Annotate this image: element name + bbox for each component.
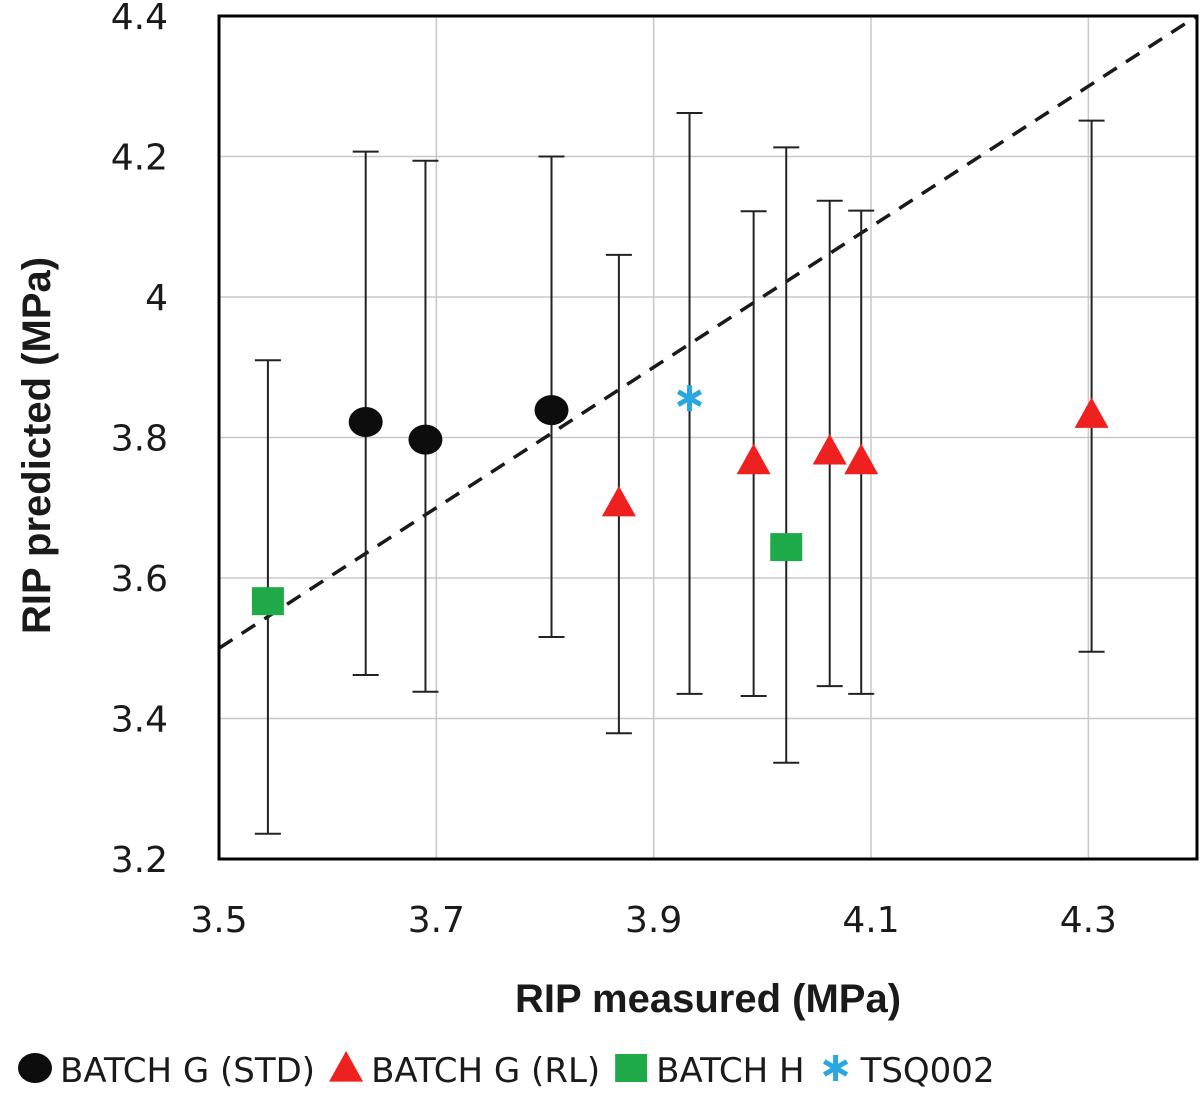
y-axis-title: RIP predicted (MPa)	[15, 257, 59, 634]
y-tick-label: 3.6	[111, 559, 168, 600]
error-bars-group	[254, 111, 1105, 835]
y-axis-ticks: 3.2 3.4 3.6 3.8 4 4.2 4.4	[111, 0, 168, 881]
data-point-batch-g-rl	[812, 433, 847, 465]
y-tick-label: 3.2	[111, 840, 168, 881]
data-point-batch-h	[251, 587, 284, 616]
x-axis-title: RIP measured (MPa)	[515, 977, 901, 1021]
y-tick-label: 4.2	[111, 138, 168, 179]
data-point-batch-g-rl	[601, 485, 636, 517]
x-tick-label: 3.5	[190, 900, 247, 941]
y-tick-label: 4.4	[111, 0, 168, 38]
data-point-tsq002	[676, 385, 703, 412]
legend-label-batch-g-rl: BATCH G (RL)	[371, 1051, 600, 1091]
data-point-batch-g-rl	[736, 443, 771, 475]
y-tick-label: 4	[145, 278, 168, 319]
data-point-batch-h	[770, 533, 803, 562]
legend-marker-batch-h	[615, 1054, 648, 1082]
x-axis-ticks: 3.5 3.7 3.9 4.1 4.3	[190, 900, 1117, 941]
data-point-batch-g-std	[408, 424, 443, 455]
asterisk-stroke	[823, 1059, 849, 1077]
error-bar-batch-h	[773, 146, 800, 764]
legend-marker-tsq002	[823, 1055, 849, 1081]
data-point-batch-g-std	[534, 395, 569, 426]
legend-marker-batch-g-std	[18, 1053, 52, 1083]
legend-label-batch-g-std: BATCH G (STD)	[60, 1051, 315, 1091]
data-point-batch-g-std	[348, 407, 383, 438]
legend-label-tsq002: TSQ002	[860, 1051, 995, 1091]
plot-area-frame	[217, 14, 1199, 861]
asterisk-stroke	[676, 389, 703, 407]
y-tick-label: 3.8	[111, 419, 168, 460]
y-tick-label: 3.4	[111, 700, 168, 741]
x-tick-label: 4.3	[1060, 900, 1117, 941]
x-tick-label: 4.1	[842, 900, 899, 941]
data-markers-group	[251, 385, 1109, 616]
data-point-batch-g-rl	[844, 443, 879, 475]
data-point-batch-g-rl	[1074, 397, 1109, 428]
legend-marker-batch-g-rl	[329, 1051, 364, 1082]
x-tick-label: 3.7	[408, 900, 465, 941]
legend-label-batch-h: BATCH H	[656, 1051, 804, 1091]
reference-line	[218, 14, 1198, 650]
legend: BATCH G (STD) BATCH G (RL) BATCH H TSQ002	[18, 1051, 995, 1091]
error-bar-batch-g-rl	[1078, 119, 1105, 653]
x-tick-label: 3.9	[625, 900, 682, 941]
reference-line-group	[218, 14, 1198, 650]
